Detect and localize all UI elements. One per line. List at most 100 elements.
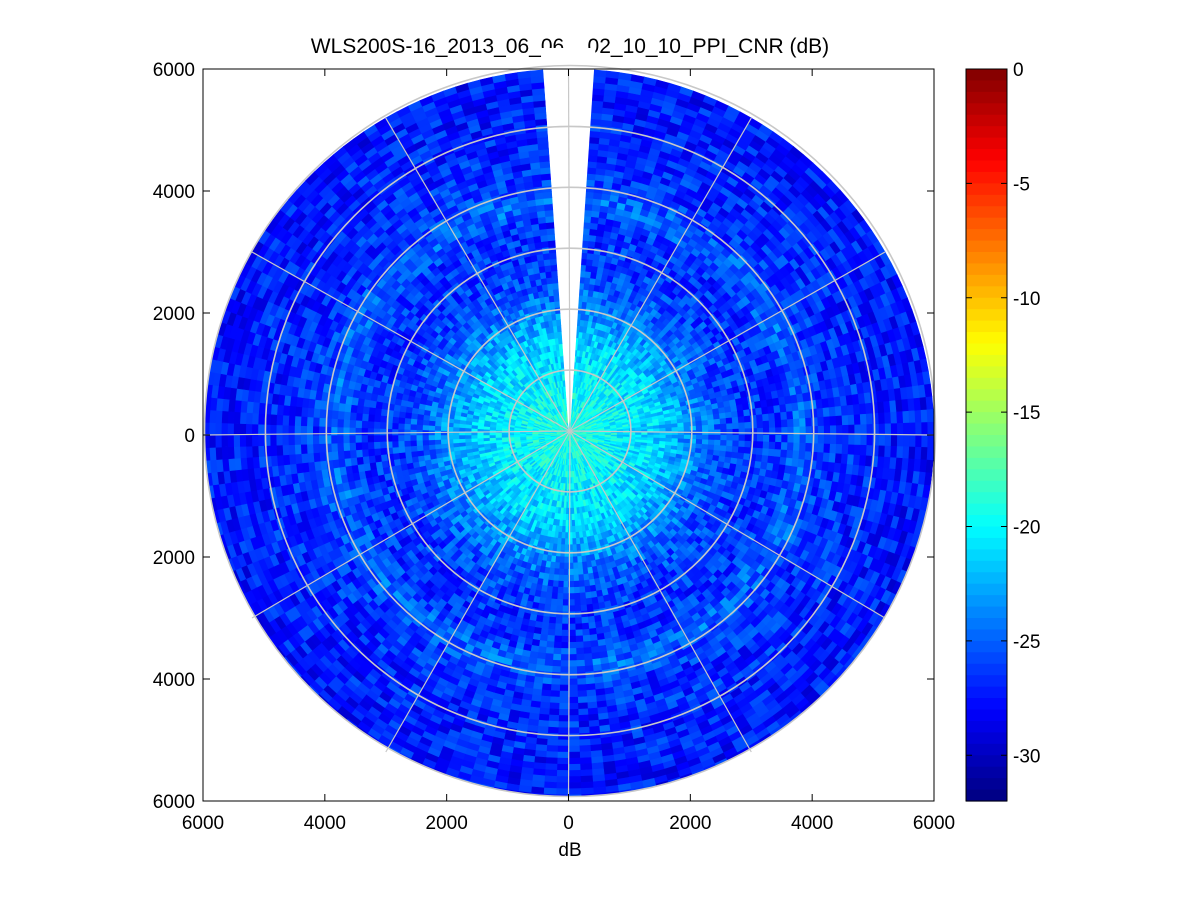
heatmap-cell <box>720 423 728 430</box>
heatmap-cell <box>573 574 580 582</box>
heatmap-cell <box>547 289 555 297</box>
heatmap-cell <box>559 550 565 558</box>
heatmap-cell <box>452 434 460 440</box>
heatmap-cell <box>440 434 448 440</box>
heatmap-cell <box>571 538 577 546</box>
heatmap-cell <box>422 449 431 456</box>
heatmap-cell <box>665 434 673 439</box>
heatmap-cell <box>720 440 728 447</box>
heatmap-cell <box>731 446 739 454</box>
heatmap-cell <box>572 562 579 570</box>
heatmap-cell <box>428 424 436 431</box>
heatmap-cell <box>422 444 430 451</box>
heatmap-cell <box>701 439 709 446</box>
heatmap-cell <box>555 605 563 613</box>
heatmap-cell <box>677 426 685 432</box>
heatmap-cell <box>555 312 561 321</box>
heatmap-cell <box>557 331 563 339</box>
heatmap-cell <box>470 437 478 443</box>
heatmap-cell <box>558 562 565 570</box>
heatmap-cell <box>550 264 558 272</box>
heatmap-cell <box>713 444 721 452</box>
heatmap-cell <box>695 425 703 431</box>
heatmap-cell <box>557 574 564 582</box>
heatmap-cell <box>559 349 564 357</box>
heatmap-cell <box>397 434 405 442</box>
heatmap-cell <box>562 587 569 594</box>
heatmap-cell <box>714 424 722 431</box>
heatmap-cell <box>476 437 484 442</box>
heatmap-cell <box>671 427 679 432</box>
heatmap-cell <box>718 412 727 420</box>
heatmap-cell <box>702 434 709 441</box>
heatmap-cell <box>404 445 412 453</box>
heatmap-cell <box>556 598 564 607</box>
heatmap-cell <box>392 410 400 418</box>
heatmap-cell <box>543 603 551 612</box>
heatmap-cell <box>561 373 566 381</box>
heatmap-cell <box>719 418 727 425</box>
heatmap-cell <box>732 428 740 436</box>
heatmap-cell <box>706 414 715 421</box>
heatmap-cell <box>556 325 562 333</box>
heatmap-cell <box>564 398 567 405</box>
heatmap-cell <box>572 544 577 552</box>
heatmap-cell <box>683 434 691 440</box>
heatmap-cell <box>428 444 436 451</box>
heatmap-cell <box>544 264 552 273</box>
heatmap-cell <box>415 439 423 446</box>
heatmap-cell <box>391 422 399 430</box>
heatmap-cell <box>677 430 685 436</box>
heatmap-cell <box>495 434 502 438</box>
heatmap-cell <box>416 449 425 457</box>
heatmap-cell <box>410 445 418 452</box>
heatmap-cell <box>558 568 565 576</box>
heatmap-cell <box>391 428 399 436</box>
heatmap-cell <box>562 581 569 588</box>
heatmap-cell <box>732 440 740 448</box>
heatmap-cell <box>689 421 697 427</box>
heatmap-cell <box>712 413 721 421</box>
heatmap-cell <box>556 319 562 327</box>
heatmap-cell <box>560 361 565 369</box>
heatmap-cell <box>552 580 559 588</box>
heatmap-cell <box>683 421 691 428</box>
heatmap-cell <box>554 300 560 308</box>
plot-area: 6000 4000 2000 0 2000 4000 6000600040002000020… <box>153 48 955 834</box>
heatmap-cell <box>573 580 580 588</box>
heatmap-cell <box>696 434 703 440</box>
heatmap-cell <box>421 434 429 441</box>
heatmap-cell <box>446 442 454 449</box>
heatmap-cell <box>458 434 466 440</box>
heatmap-cell <box>564 544 569 552</box>
heatmap-cell <box>725 417 733 425</box>
heatmap-cell <box>714 434 722 441</box>
heatmap-cell <box>562 593 569 601</box>
heatmap-cell <box>584 585 591 594</box>
heatmap-cell <box>671 434 679 440</box>
heatmap-cell <box>422 424 430 431</box>
heatmap-cell <box>564 532 569 540</box>
heatmap-cell <box>578 580 585 588</box>
heatmap-cell <box>707 439 715 446</box>
heatmap-cell <box>403 434 411 442</box>
heatmap-cell <box>571 525 576 533</box>
heatmap-cell <box>559 355 564 363</box>
heatmap-cell <box>573 598 581 607</box>
heatmap-cell <box>585 597 593 606</box>
heatmap-cell <box>576 549 582 558</box>
heatmap-cell <box>577 574 585 582</box>
heatmap-cell <box>583 579 591 587</box>
heatmap-cell <box>391 416 400 424</box>
heatmap-cell <box>397 428 405 436</box>
heatmap-cell <box>568 452 570 460</box>
heatmap-cell <box>551 586 559 594</box>
heatmap-cell <box>403 428 411 436</box>
heatmap-cell <box>579 598 587 606</box>
heatmap-cell <box>701 419 709 426</box>
heatmap-cell <box>403 423 411 430</box>
heatmap-cell <box>707 424 715 431</box>
heatmap-cell <box>415 434 423 441</box>
heatmap-cell <box>726 434 734 442</box>
